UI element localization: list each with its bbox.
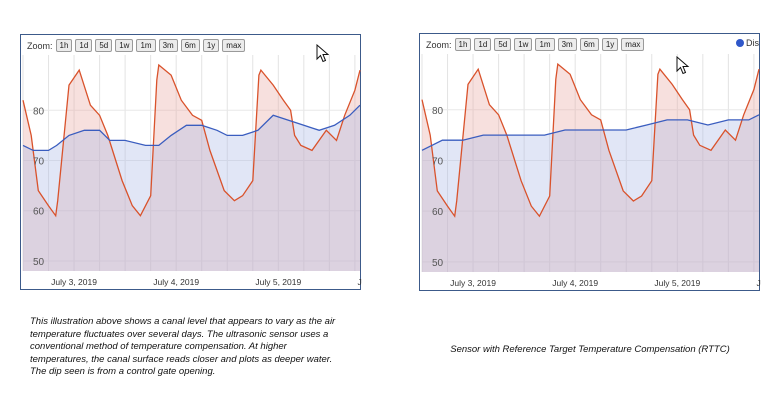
- zoom-button-max[interactable]: max: [222, 39, 246, 52]
- chart-panel-right: 50 60 70 80 July 3, 2019 July 4, 2019 July 5, …: [419, 33, 761, 291]
- mouse-cursor-icon: [316, 44, 330, 63]
- level-line: [421, 114, 760, 151]
- zoom-button-1y[interactable]: 1y: [202, 39, 220, 52]
- zoom-button-1w[interactable]: 1w: [115, 39, 134, 52]
- zoom-button-6m[interactable]: 6m: [579, 38, 599, 51]
- y-tick-label: 70: [432, 156, 444, 167]
- zoom-button-1w[interactable]: 1w: [514, 38, 533, 51]
- y-tick-label: 70: [33, 156, 45, 167]
- zoom-button-1h[interactable]: 1h: [454, 38, 472, 51]
- zoom-button-1h[interactable]: 1h: [55, 39, 73, 52]
- zoom-bar: Zoom: 1h 1d 5d 1w 1m 3m 6m 1y max: [27, 39, 246, 52]
- mouse-cursor-icon: [676, 56, 690, 75]
- zoom-button-max[interactable]: max: [621, 38, 645, 51]
- x-tick-label: July 4, 2019: [552, 278, 598, 288]
- zoom-label: Zoom:: [27, 40, 53, 51]
- y-tick-label: 50: [33, 257, 45, 268]
- zoom-button-5d[interactable]: 5d: [95, 39, 113, 52]
- x-tick-label: July 3, 2019: [51, 277, 97, 287]
- x-tick-label: July 5, 2019: [255, 277, 301, 287]
- plot-area: 50 60 70 80 July 3, 2019 July 4, 2019 July 5, …: [22, 55, 362, 287]
- x-tick-label: July 6, 2019: [358, 277, 362, 287]
- zoom-button-1m[interactable]: 1m: [136, 39, 156, 52]
- y-tick-label: 60: [33, 207, 45, 218]
- x-tick-label: July 4, 2019: [153, 277, 199, 287]
- x-tick-label: July 3, 2019: [450, 278, 496, 288]
- zoom-button-1y[interactable]: 1y: [601, 38, 619, 51]
- plot-area: 50 60 70 80 July 3, 2019 July 4, 2019 July 5, …: [421, 54, 761, 288]
- legend[interactable]: Dis: [736, 38, 759, 48]
- y-tick-label: 80: [432, 106, 444, 117]
- y-tick-label: 50: [432, 258, 444, 269]
- zoom-button-1d[interactable]: 1d: [75, 39, 93, 52]
- chart-panel-left: 50 60 70 80 July 3, 2019 July 4, 2019 July 5, …: [20, 34, 362, 290]
- y-tick-label: 60: [432, 207, 444, 218]
- level-line: [22, 104, 361, 152]
- level-area: [422, 114, 759, 272]
- zoom-button-5d[interactable]: 5d: [494, 38, 512, 51]
- x-tick-label: July 6, 2019: [757, 278, 761, 288]
- zoom-label: Zoom:: [426, 39, 452, 50]
- zoom-button-1m[interactable]: 1m: [535, 38, 555, 51]
- legend-label: Dis: [746, 38, 759, 48]
- caption-right: Sensor with Reference Target Temperature…: [450, 344, 730, 355]
- legend-dot-icon: [736, 39, 744, 47]
- zoom-button-6m[interactable]: 6m: [180, 39, 200, 52]
- zoom-button-3m[interactable]: 3m: [158, 39, 178, 52]
- zoom-button-3m[interactable]: 3m: [557, 38, 577, 51]
- caption-left: This illustration above shows a canal le…: [30, 316, 336, 378]
- temp-area: [422, 64, 759, 272]
- zoom-bar: Zoom: 1h 1d 5d 1w 1m 3m 6m 1y max: [426, 38, 645, 51]
- zoom-button-1d[interactable]: 1d: [474, 38, 492, 51]
- x-tick-label: July 5, 2019: [654, 278, 700, 288]
- y-tick-label: 80: [33, 106, 45, 117]
- temp-line: [421, 62, 760, 218]
- level-area: [23, 105, 360, 271]
- chart-svg-left: 50 60 70 80 July 3, 2019 July 4, 2019 July 5, …: [22, 55, 362, 287]
- chart-svg-right: 50 60 70 80 July 3, 2019 July 4, 2019 July 5, …: [421, 54, 761, 288]
- temp-line: [22, 63, 361, 218]
